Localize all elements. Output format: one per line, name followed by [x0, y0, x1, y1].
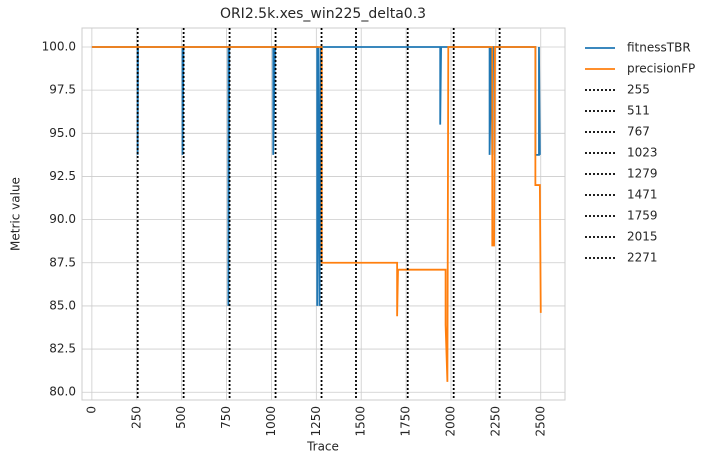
y-tick-label: 80.0: [49, 385, 76, 399]
x-tick-label: 1750: [399, 406, 413, 437]
legend-label: 2015: [627, 230, 658, 244]
legend-label: 511: [627, 104, 650, 118]
y-axis-label: Metric value: [9, 177, 23, 251]
y-tick-label: 95.0: [49, 126, 76, 140]
x-tick-label: 2500: [533, 406, 547, 437]
x-tick-label: 0: [84, 406, 98, 414]
x-tick-label: 1500: [354, 406, 368, 437]
series-line: [91, 46, 542, 382]
x-tick-label: 1250: [309, 406, 323, 437]
y-tick-label: 87.5: [49, 255, 76, 269]
y-tick-label: 92.5: [49, 169, 76, 183]
y-tick-label: 82.5: [49, 342, 76, 356]
y-tick-label: 90.0: [49, 212, 76, 226]
legend-label: 767: [627, 125, 650, 139]
legend-label: 1023: [627, 146, 658, 160]
chart-title: ORI2.5k.xes_win225_delta0.3: [220, 6, 426, 22]
x-tick-label: 2000: [443, 406, 457, 437]
x-axis-label: Trace: [306, 440, 339, 454]
y-tick-label: 97.5: [49, 83, 76, 97]
y-tick-label: 100.0: [42, 39, 76, 53]
x-tick-label: 2250: [488, 406, 502, 437]
legend-label: 1471: [627, 188, 658, 202]
x-tick-label: 250: [129, 406, 143, 429]
x-tick-label: 1000: [264, 406, 278, 437]
legend-label: precisionFP: [627, 62, 695, 76]
legend-label: 255: [627, 83, 650, 97]
legend-label: 1759: [627, 209, 658, 223]
x-tick-label: 500: [174, 406, 188, 429]
x-tick-label: 750: [219, 406, 233, 429]
y-tick-label: 85.0: [49, 298, 76, 312]
legend-label: 2271: [627, 251, 658, 265]
legend-label: 1279: [627, 167, 658, 181]
legend-label: fitnessTBR: [627, 41, 691, 55]
